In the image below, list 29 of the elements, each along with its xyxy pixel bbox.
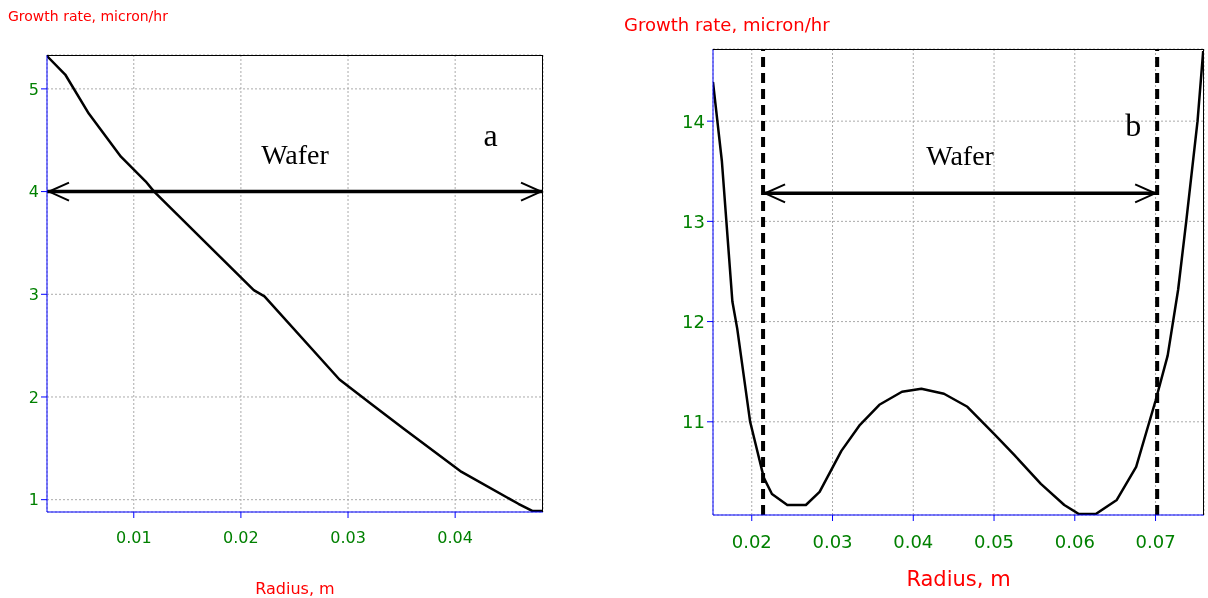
y-tick-label: 14: [682, 110, 705, 132]
x-axis-title: Radius, m: [255, 579, 335, 598]
line-series: [713, 49, 1204, 515]
x-axis-title: Radius, m: [906, 567, 1011, 591]
x-tick-label: 0.02: [223, 528, 259, 548]
x-tick-label: 0.07: [1135, 530, 1176, 552]
x-tick-label: 0.06: [1054, 530, 1095, 552]
x-tick-label: 0.04: [893, 530, 934, 552]
y-tick-label: 1: [28, 490, 39, 510]
y-tick-label: 3: [28, 284, 39, 304]
x-tick-label: 0.01: [115, 528, 152, 548]
y-axis-title: Growth rate, micron/hr: [624, 14, 830, 35]
y-tick-label: 12: [682, 310, 705, 332]
x-tick-label: 0.04: [437, 528, 473, 548]
y-tick-label: 5: [28, 79, 39, 99]
line-series: [47, 55, 543, 512]
x-tick-label: 0.03: [330, 528, 366, 548]
x-tick-label: 0.03: [812, 530, 853, 552]
ref-line-label: Wafer: [926, 140, 995, 172]
y-tick-label: 4: [28, 182, 39, 202]
x-tick-label: 0.05: [973, 530, 1015, 552]
y-axis-title: Growth rate, micron/hr: [8, 8, 168, 24]
ref-line-label: Wafer: [261, 138, 330, 170]
annotation: a: [483, 117, 498, 153]
x-tick-label: 0.02: [731, 530, 772, 552]
y-tick-label: 13: [682, 210, 705, 232]
y-tick-label: 2: [28, 387, 39, 407]
y-tick-label: 11: [682, 411, 705, 433]
annotation: b: [1125, 107, 1142, 143]
